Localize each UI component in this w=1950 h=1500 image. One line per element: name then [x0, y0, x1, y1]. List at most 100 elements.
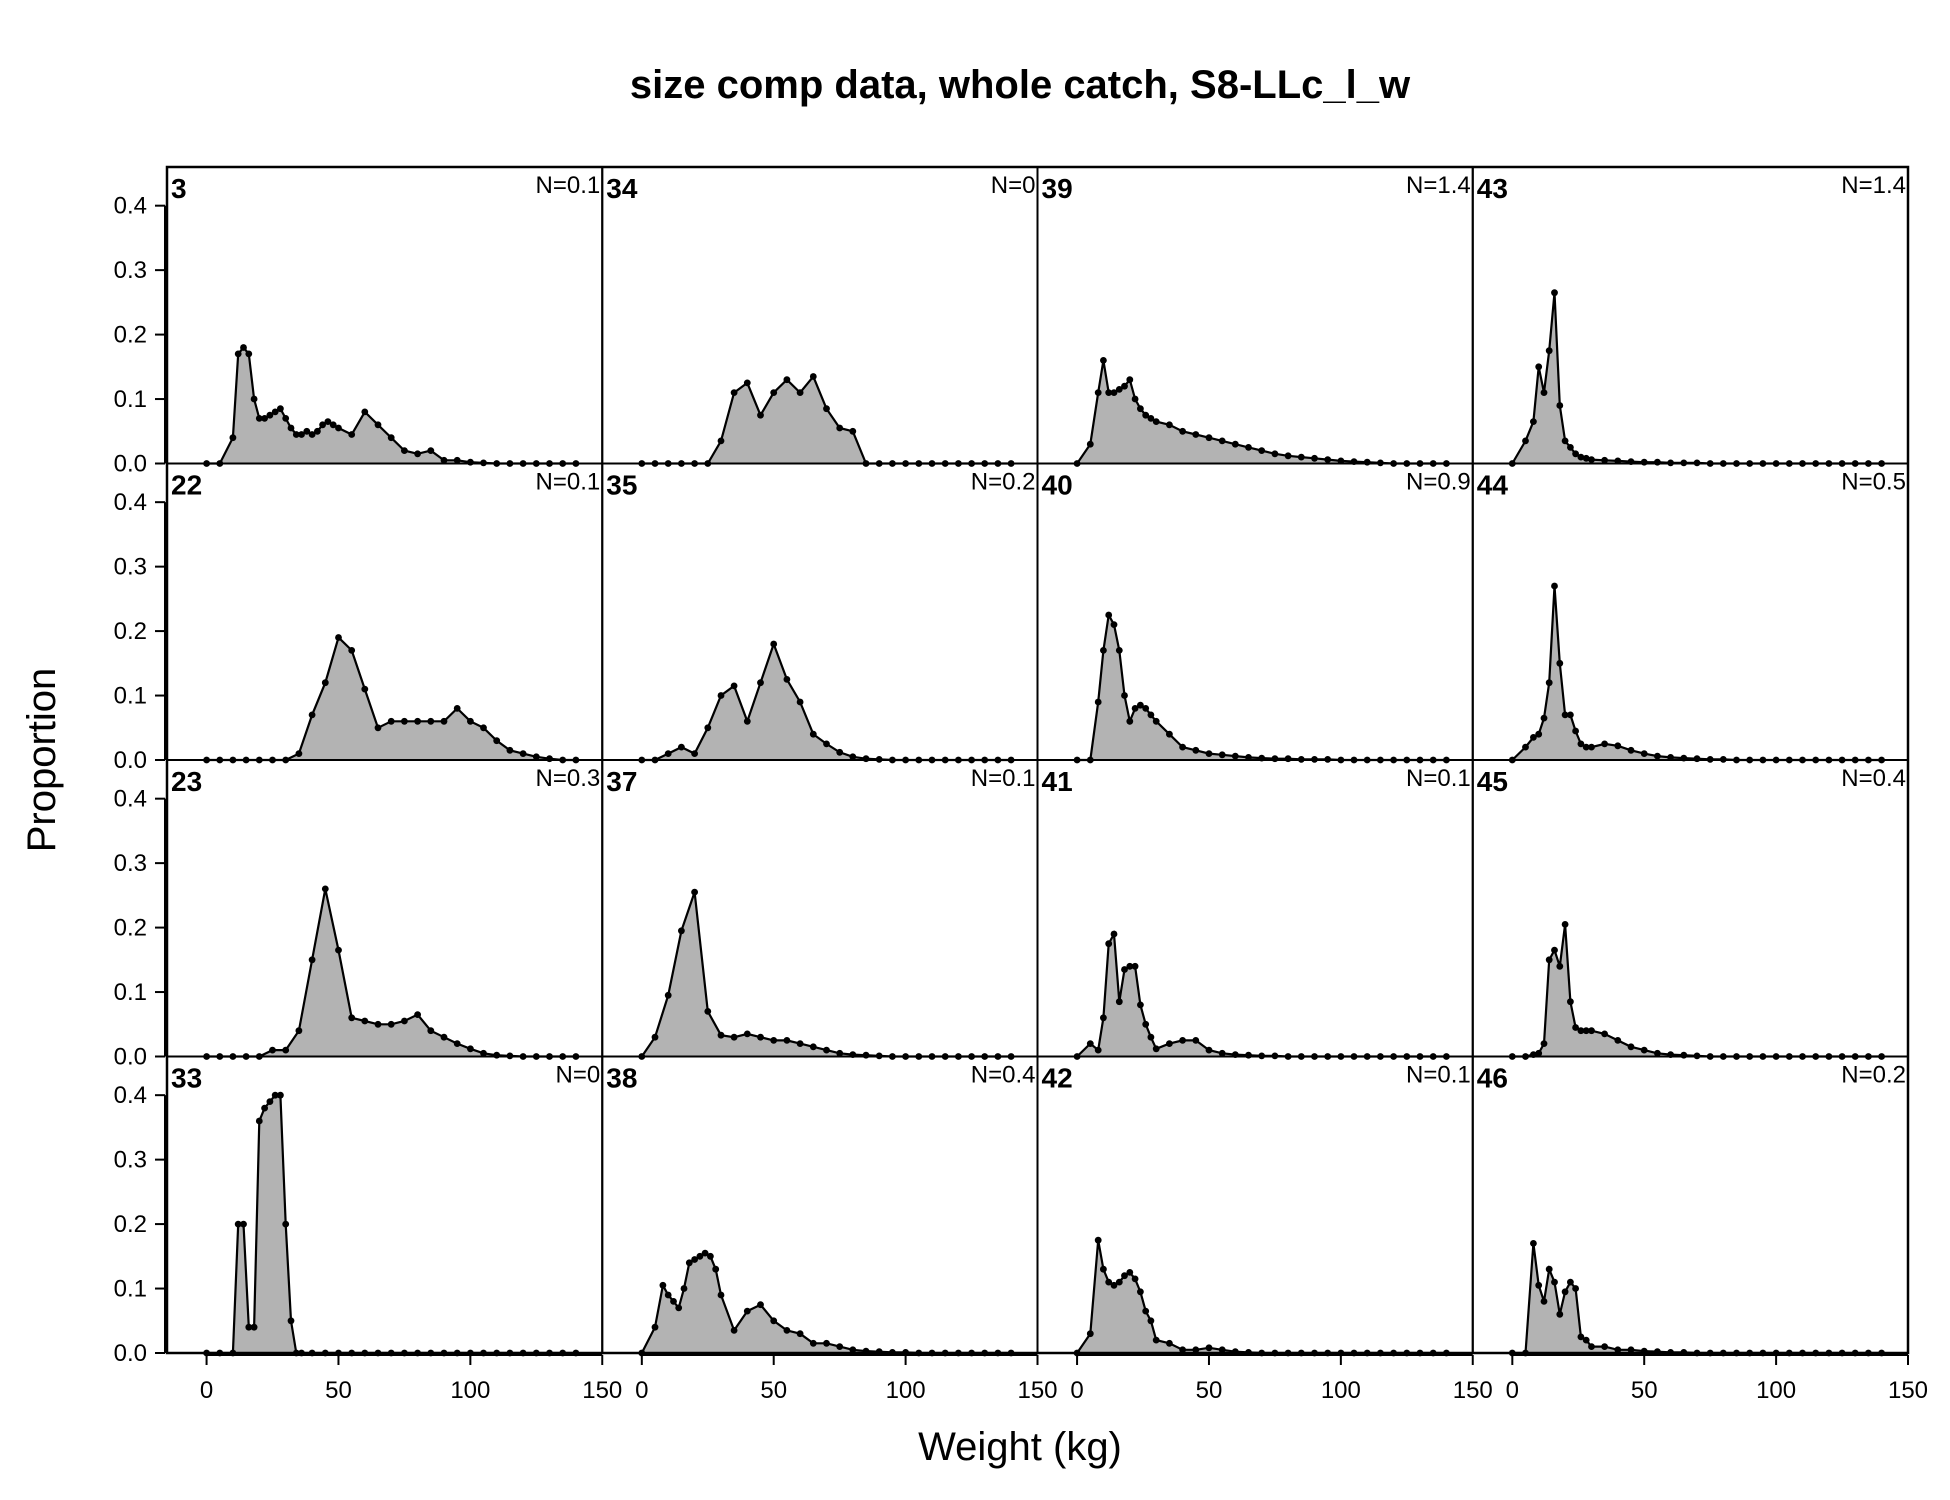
data-point	[1535, 363, 1543, 371]
data-point	[823, 740, 830, 748]
data-point	[691, 1256, 698, 1263]
data-point	[1218, 1049, 1226, 1057]
y-tick-label: 0.2	[114, 915, 147, 942]
panel-38-area	[641, 1253, 1012, 1353]
data-point	[234, 350, 242, 358]
y-tick-label: 0.2	[114, 1211, 147, 1238]
panel-33: 33 N=0	[166, 1055, 604, 1357]
y-tick-label: 0.1	[114, 386, 147, 413]
data-point	[250, 395, 258, 403]
data-point	[1131, 395, 1139, 403]
data-point	[387, 434, 395, 442]
data-point	[1231, 752, 1239, 760]
data-point	[1577, 740, 1585, 748]
panel-23-frame	[166, 759, 604, 1058]
data-point	[1115, 998, 1123, 1006]
data-point	[862, 755, 870, 763]
data-point	[1179, 1346, 1186, 1354]
panel-41: 41 N=0.1	[1036, 759, 1474, 1060]
data-point	[361, 408, 369, 416]
data-point	[1577, 1333, 1585, 1341]
data-point	[1572, 450, 1579, 458]
data-point	[1179, 1037, 1186, 1044]
data-point	[1147, 1317, 1155, 1325]
panel-37: 37 N=0.1	[601, 759, 1039, 1060]
data-point	[743, 717, 751, 725]
data-point	[229, 434, 237, 442]
data-point	[374, 421, 382, 429]
panel-46-area	[1512, 1243, 1882, 1353]
y-tick-label: 0.2	[114, 322, 147, 349]
data-point	[1100, 357, 1107, 364]
data-point	[1545, 679, 1553, 687]
panel-22-n-label: N=0.1	[536, 469, 601, 496]
data-point	[1110, 930, 1118, 938]
data-point	[245, 1323, 253, 1331]
data-point	[282, 415, 290, 422]
data-point	[743, 1030, 751, 1038]
data-point	[1556, 1310, 1564, 1318]
data-point	[836, 748, 844, 756]
data-point	[678, 743, 685, 751]
data-point	[770, 640, 778, 648]
panel-33-n-label: N=0	[556, 1062, 601, 1089]
data-point	[1086, 1330, 1094, 1338]
data-point	[361, 685, 369, 693]
data-point	[348, 647, 356, 654]
data-point	[292, 431, 300, 438]
plot-frame	[165, 165, 1910, 1355]
data-point	[319, 421, 326, 429]
data-point	[1192, 746, 1200, 754]
data-point	[1535, 1281, 1543, 1289]
data-point	[1105, 940, 1113, 948]
data-point	[1601, 740, 1608, 748]
data-point	[453, 1040, 461, 1047]
panel-40: 40 N=0.9	[1036, 462, 1474, 764]
panel-35-frame	[601, 462, 1039, 761]
panel-41-id-label: 41	[1042, 766, 1073, 797]
data-point	[250, 1323, 258, 1331]
data-point	[1094, 1046, 1102, 1054]
data-point	[401, 717, 408, 725]
data-point	[1126, 962, 1134, 970]
data-point	[1218, 1346, 1226, 1354]
data-point	[1147, 711, 1155, 719]
data-point	[1567, 711, 1574, 719]
data-point	[704, 1008, 712, 1015]
data-point	[314, 427, 321, 435]
data-point	[783, 676, 791, 683]
data-point	[374, 1020, 382, 1028]
data-point	[1640, 458, 1648, 466]
data-point	[1572, 727, 1579, 735]
data-point	[1522, 437, 1529, 445]
data-point	[809, 1043, 817, 1051]
y-tick-label: 0.0	[114, 1044, 147, 1071]
x-tick-label: 150	[1888, 1377, 1928, 1404]
data-point	[1582, 1336, 1590, 1344]
data-point	[1577, 1027, 1585, 1035]
data-point	[480, 1049, 487, 1057]
data-point	[401, 1017, 408, 1025]
data-point	[730, 1033, 738, 1041]
data-point	[659, 1281, 667, 1289]
data-point	[1115, 647, 1123, 654]
panel-41-n-label: N=0.1	[1406, 765, 1471, 792]
data-point	[1192, 1346, 1200, 1354]
data-point	[1522, 743, 1529, 751]
data-point	[308, 956, 316, 964]
data-point	[1588, 1343, 1595, 1350]
data-point	[1363, 458, 1371, 466]
data-point	[1086, 1040, 1094, 1047]
data-point	[1192, 1037, 1200, 1044]
data-point	[664, 991, 672, 999]
data-point	[730, 389, 738, 396]
data-point	[1086, 440, 1094, 448]
data-point	[1131, 962, 1139, 970]
data-point	[427, 1027, 435, 1035]
data-point	[757, 1033, 764, 1041]
data-point	[1582, 454, 1590, 462]
panel-34-area	[641, 376, 1012, 464]
data-point	[1582, 743, 1590, 751]
data-point	[1166, 1339, 1173, 1347]
